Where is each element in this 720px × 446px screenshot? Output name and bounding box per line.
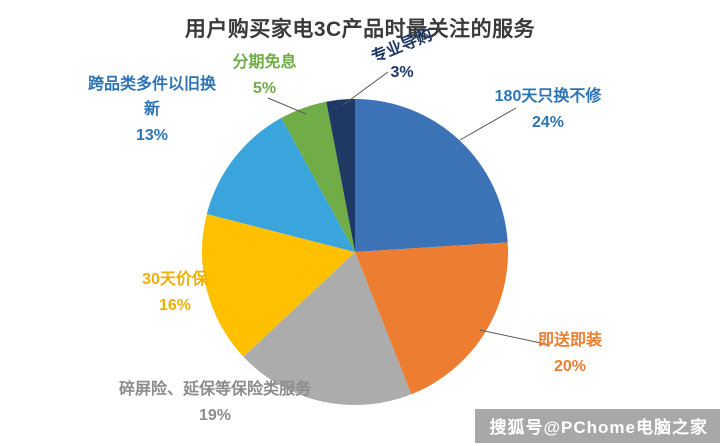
leader-line-installment: [267, 97, 307, 115]
pie-slices: [202, 99, 508, 405]
pie-slice-3: [202, 213, 355, 357]
slice-label-delivery: 即送即装 20%: [515, 328, 625, 379]
pie-slice-2: [243, 252, 412, 405]
chart-title: 用户购买家电3C产品时最关注的服务: [184, 18, 536, 41]
pie-slice-5: [281, 101, 355, 252]
slice-label-pct: 3%: [390, 64, 414, 81]
leader-line-delivery: [479, 329, 551, 346]
slice-label-pct: 5%: [252, 80, 277, 97]
slice-label-pct: 19%: [198, 407, 232, 424]
slice-label-installment: 分期免息 5%: [222, 50, 307, 101]
leader-line-guide: [342, 71, 389, 106]
slice-label-text: 即送即装: [537, 332, 602, 349]
watermark: 搜狐号@PChome电脑之家: [475, 409, 720, 443]
leader-line-180days: [459, 107, 517, 141]
pie-slice-6: [326, 99, 355, 252]
leader-lines: [267, 71, 551, 346]
slice-label-text: 跨品类多件以旧换新: [87, 76, 216, 118]
slice-label-tradein: 跨品类多件以旧换新 13%: [82, 72, 222, 148]
slice-label-text: 分期免息: [232, 54, 297, 71]
pie-slice-1: [355, 242, 508, 395]
pie-slice-0: [355, 99, 508, 252]
slice-label-text: 碎屏险、延保等保险类服务: [118, 381, 311, 398]
slice-label-pct: 13%: [135, 127, 169, 144]
slice-label-guide: 专业导购 3%: [352, 27, 452, 85]
slice-label-price-protect: 30天价保 16%: [125, 267, 225, 318]
slice-label-pct: 20%: [553, 358, 587, 375]
slice-label-text: 30天价保: [142, 271, 208, 288]
slice-label-pct: 16%: [158, 297, 192, 314]
slice-label-text: 180天只换不修: [494, 88, 602, 105]
slice-label-180days: 180天只换不修 24%: [468, 84, 628, 135]
slice-label-insurance: 碎屏险、延保等保险类服务 19%: [100, 377, 330, 428]
slice-label-pct: 24%: [531, 114, 565, 131]
pie-slice-4: [206, 117, 355, 252]
